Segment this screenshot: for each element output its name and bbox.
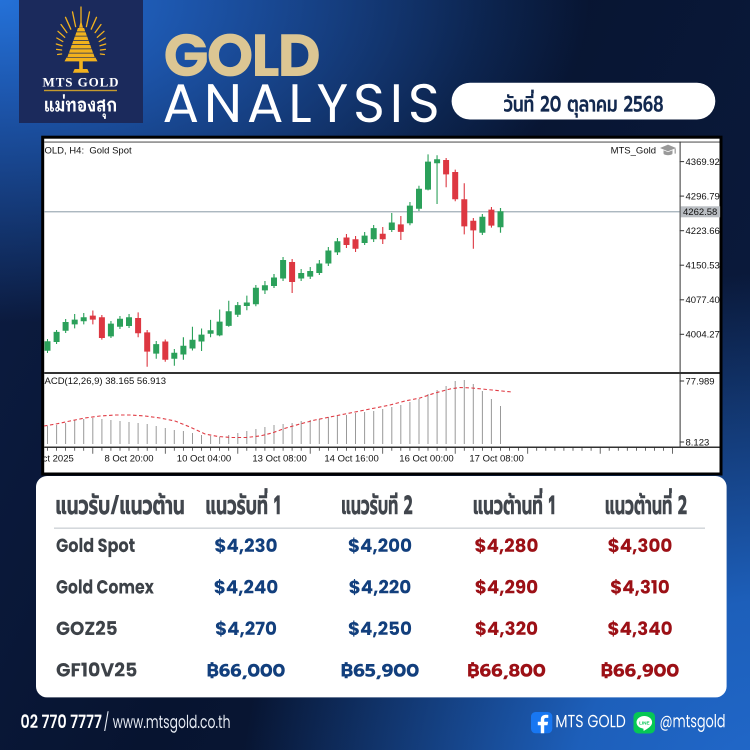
svg-text:4296.79: 4296.79 [686, 192, 720, 203]
svg-text:ct 2025: ct 2025 [43, 454, 74, 465]
svg-text:16 Oct 00:00: 16 Oct 00:00 [399, 454, 453, 465]
svg-text:MTS_Gold: MTS_Gold [611, 146, 656, 157]
svg-text:13 Oct 08:00: 13 Oct 08:00 [252, 454, 306, 465]
svg-text:10 Oct 04:00: 10 Oct 04:00 [177, 454, 231, 465]
svg-text:ACD(12,26,9) 38.165 56.913: ACD(12,26,9) 38.165 56.913 [45, 376, 166, 387]
svg-text:4223.66: 4223.66 [686, 226, 720, 237]
svg-text:OLD, H4: Gold Spot: OLD, H4: Gold Spot [45, 146, 132, 157]
svg-text:4077.40: 4077.40 [686, 295, 720, 306]
svg-text:17 Oct 08:00: 17 Oct 08:00 [469, 454, 523, 465]
svg-text:MTS GOLD: MTS GOLD [43, 75, 120, 90]
svg-text:4262.58: 4262.58 [683, 207, 717, 218]
svg-text:8 Oct 20:00: 8 Oct 20:00 [104, 454, 153, 465]
svg-text:LINE: LINE [639, 720, 649, 725]
svg-text:4369.92: 4369.92 [686, 157, 720, 168]
svg-text:4150.53: 4150.53 [686, 261, 720, 272]
svg-text:8.123: 8.123 [686, 437, 710, 448]
svg-text:14 Oct 16:00: 14 Oct 16:00 [324, 454, 378, 465]
svg-text:77.989: 77.989 [686, 376, 715, 387]
svg-text:4004.27: 4004.27 [686, 330, 720, 341]
